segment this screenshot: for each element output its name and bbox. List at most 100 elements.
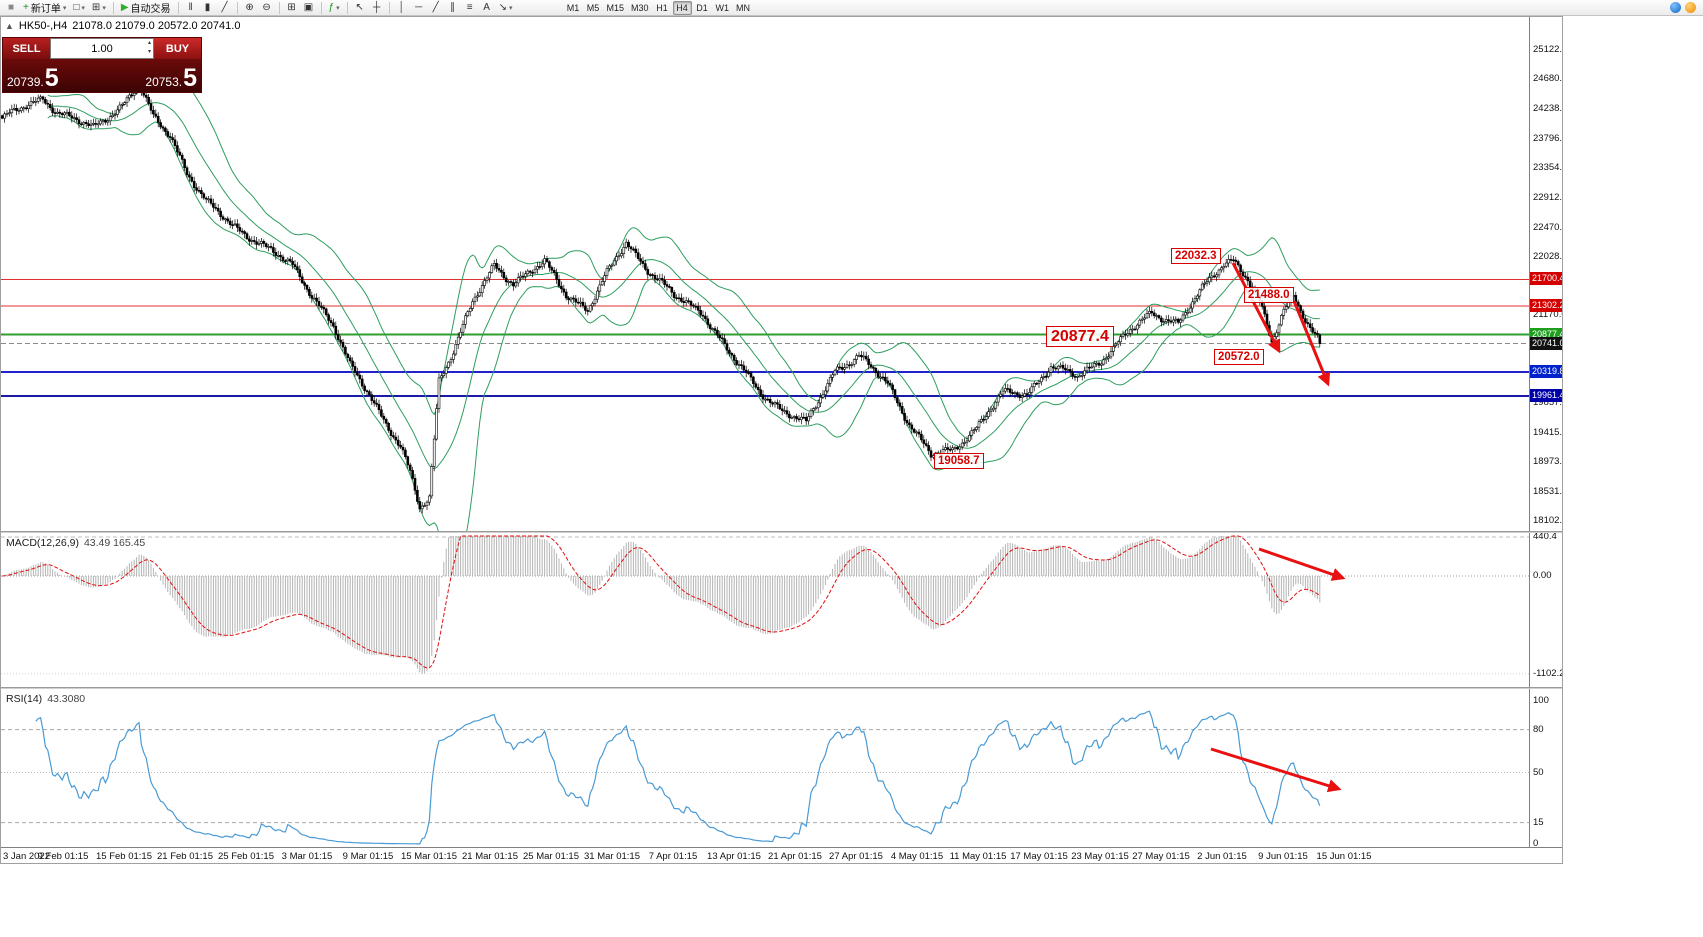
autotrading-button[interactable]: ▶ 自动交易: [118, 1, 174, 16]
panel-separator[interactable]: [1, 531, 1562, 533]
rsi-label: RSI(14): [6, 693, 43, 705]
new-order-button-caret-icon[interactable]: ▾: [62, 4, 67, 12]
rsi-axis-label: 50: [1533, 767, 1544, 778]
bollinger-middle-band[interactable]: [47, 102, 1320, 470]
trade-panel-collapse-icon[interactable]: ▲: [5, 21, 14, 31]
rsi-line[interactable]: [35, 710, 1321, 845]
trendline-icon[interactable]: ╱: [428, 1, 444, 15]
rsi-indicator-svg: [1, 710, 1529, 845]
trend-arrow[interactable]: [1258, 547, 1346, 581]
notification-icon[interactable]: [1685, 2, 1696, 13]
crosshair-icon[interactable]: ┼: [369, 1, 385, 15]
indicators-icon: ƒ: [328, 1, 335, 13]
price-chart-svg: [1, 73, 1529, 531]
price-tag-21302.2: 21302.2: [1530, 299, 1563, 312]
bar-chart-icon[interactable]: ‖: [183, 1, 199, 15]
time-axis-label: 9 Jun 01:15: [1258, 851, 1308, 862]
price-axis-label: 18531.0: [1533, 486, 1563, 497]
channel-icon[interactable]: ∥: [445, 1, 461, 15]
macd-signal-line[interactable]: [2, 535, 1321, 669]
timeframe-m30-button[interactable]: M30: [631, 2, 649, 13]
macd-axis-label: 440.4: [1533, 531, 1557, 542]
volume-field[interactable]: 1.00 ▴ ▾: [50, 38, 154, 59]
line-chart-icon: ╱: [221, 1, 228, 13]
buy-price: 20753. 5: [145, 64, 197, 92]
tile-windows-icon: ⊞: [287, 1, 296, 13]
vertical-line-icon[interactable]: │: [394, 1, 410, 15]
price-axis-label: 19857.0: [1533, 397, 1563, 408]
timeframe-w1-button[interactable]: W1: [715, 2, 730, 13]
line-chart-icon[interactable]: ╱: [217, 1, 233, 15]
panel-separator[interactable]: [1, 687, 1562, 689]
bollinger-upper-band[interactable]: [47, 73, 1320, 440]
macd-histogram[interactable]: [2, 536, 1321, 674]
volume-up-icon[interactable]: ▴: [147, 40, 151, 46]
rsi-axis-label: 100: [1533, 695, 1549, 706]
chart-window-icon[interactable]: □ ▾: [70, 1, 88, 15]
fibonacci-icon[interactable]: ≡: [462, 1, 478, 15]
price-annotation[interactable]: 21488.0: [1244, 287, 1294, 303]
rsi-values: 43.3080: [47, 693, 86, 705]
time-axis-label: 11 May 01:15: [949, 851, 1007, 862]
candlestick-chart-icon[interactable]: ▮: [200, 1, 216, 15]
new-order-button[interactable]: + 新订单 ▾: [20, 1, 69, 16]
time-axis-label: 9 Feb 01:15: [37, 851, 89, 862]
sell-button[interactable]: SELL: [3, 38, 50, 59]
zoom-out-icon[interactable]: ⊖: [259, 1, 275, 15]
cursor-icon[interactable]: ↖: [352, 1, 368, 15]
community-icon[interactable]: [1670, 2, 1681, 13]
trend-arrow[interactable]: [1292, 300, 1331, 387]
time-axis-label: 25 Mar 01:15: [523, 851, 579, 862]
tile-windows-icon[interactable]: ⊞: [284, 1, 300, 15]
layout-icon: ⊞: [91, 1, 101, 13]
price-tag-21700.4: 21700.4: [1530, 272, 1563, 285]
timeframe-h1-button[interactable]: H1: [656, 2, 668, 13]
layout-icon-caret-icon[interactable]: ▾: [102, 4, 106, 12]
price-annotation[interactable]: 19058.7: [934, 453, 984, 469]
timeframe-mn-button[interactable]: MN: [736, 2, 751, 13]
text-icon[interactable]: A: [479, 1, 495, 15]
timeframe-m5-button[interactable]: M5: [586, 2, 600, 13]
zoom-in-icon[interactable]: ⊕: [242, 1, 258, 15]
price-axis-label: 24680.0: [1533, 73, 1563, 84]
layout-icon[interactable]: ⊞ ▾: [89, 1, 109, 15]
time-axis-label: 21 Mar 01:15: [462, 851, 518, 862]
bollinger-lower-band[interactable]: [47, 115, 1320, 531]
timeframe-h4-button[interactable]: H4: [672, 0, 692, 15]
macd-axis-label: 0.00: [1533, 570, 1552, 581]
arrows-icon[interactable]: ↘ ▾: [496, 1, 516, 15]
cascade-windows-icon[interactable]: ▣: [301, 1, 317, 15]
volume-value[interactable]: 1.00: [91, 42, 113, 55]
rsi-header: RSI(14) 43.3080: [6, 693, 85, 705]
price-annotation[interactable]: 20877.4: [1046, 326, 1114, 347]
time-axis[interactable]: 3 Jan 2022 9 Feb 01:15 15 Feb 01:15 21 Feb …: [1, 847, 1562, 863]
timeframe-m15-button[interactable]: M15: [606, 2, 625, 13]
indicators-icon[interactable]: ƒ ▾: [326, 1, 343, 15]
candle-wicks: [1, 81, 1321, 514]
trendline-icon: ╱: [432, 1, 439, 13]
new-order-button-label: 新订单: [30, 4, 61, 15]
price-tag-20741.0: 20741.0: [1530, 337, 1563, 350]
chart-window-icon-caret-icon[interactable]: ▾: [81, 4, 85, 12]
arrows-icon-caret-icon[interactable]: ▾: [509, 4, 513, 12]
timeframe-m1-button[interactable]: M1: [566, 2, 580, 13]
timeframe-d1-button[interactable]: D1: [696, 2, 708, 13]
time-axis-label: 3 Jan 2022: [3, 851, 51, 862]
price-axis-label: 25122.0: [1533, 44, 1563, 55]
profile-icon[interactable]: ■: [3, 1, 19, 15]
buy-button[interactable]: BUY: [154, 38, 201, 59]
price-axis[interactable]: 25122.0 24680.0 24238.0 23796.0 23354.0 22912…: [1529, 17, 1563, 849]
volume-down-icon[interactable]: ▾: [147, 49, 151, 55]
trend-arrow[interactable]: [1210, 747, 1342, 793]
indicators-icon-caret-icon[interactable]: ▾: [336, 4, 340, 12]
horizontal-line-icon: ─: [415, 1, 423, 13]
price-annotation[interactable]: 22032.3: [1171, 248, 1221, 264]
price-annotation[interactable]: 20572.0: [1214, 349, 1264, 365]
channel-icon: ∥: [450, 1, 456, 13]
trend-arrow[interactable]: [1231, 262, 1281, 354]
horizontal-line-icon[interactable]: ─: [411, 1, 427, 15]
price-axis-label: 18102.0: [1533, 515, 1563, 526]
time-axis-label: 7 Apr 01:15: [648, 851, 698, 862]
chart-ohlc-header: ▲ HK50-,H4 21078.0 21079.0 20572.0 20741…: [5, 20, 240, 32]
volume-spinner[interactable]: ▴ ▾: [148, 39, 151, 57]
